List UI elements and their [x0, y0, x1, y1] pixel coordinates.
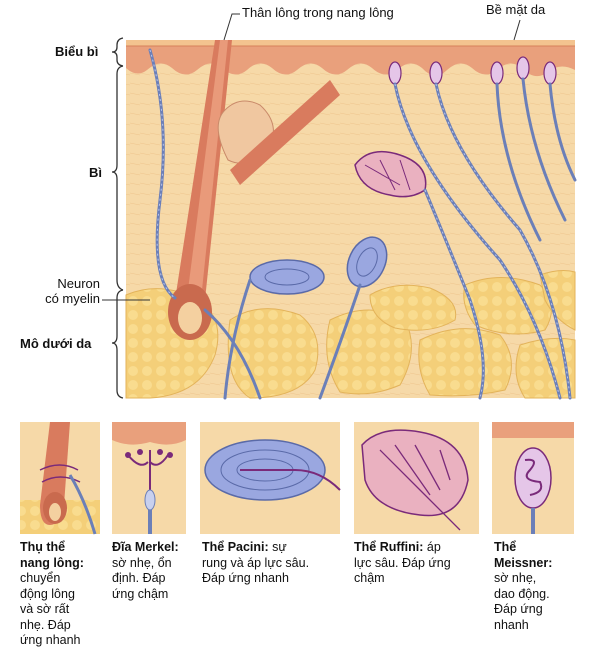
label-epidermis: Biểu bì [55, 44, 99, 59]
caption-desc-line: động lông [20, 586, 75, 601]
caption-desc-line: áp [426, 540, 441, 554]
caption-hair-follicle: Thụ thể nang lông: chuyển động lông và s… [20, 540, 108, 649]
pacinian-corpuscle-2 [346, 236, 388, 288]
skin-surface-leader [513, 19, 521, 41]
panel-pacinian-corpuscle [200, 422, 341, 534]
caption-ruffini: Thể Ruffini: áp lực sâu. Đáp ứng chậm [354, 540, 484, 587]
caption-name-line: Meissner: [494, 555, 553, 570]
caption-desc-line: ứng chậm [112, 586, 169, 601]
caption-desc-line: định. Đáp [112, 571, 166, 585]
caption-desc-line: Đáp ứng [494, 602, 543, 616]
caption-desc-line: sờ nhẹ, [494, 571, 537, 585]
caption-desc-line: ứng nhanh [20, 633, 81, 647]
caption-meissner: Thể Meissner: sờ nhẹ, dao động. Đáp ứng … [494, 540, 584, 633]
panel-hair-follicle-receptor [20, 422, 100, 535]
label-hypodermis: Mô dưới da [20, 336, 92, 351]
caption-desc-line: chậm [354, 571, 385, 585]
caption-desc-line: sờ nhẹ, ổn [112, 555, 172, 570]
caption-name-line: nang lông: [20, 555, 84, 570]
caption-desc-line: lực sâu. Đáp ứng [354, 555, 451, 570]
caption-name-line: Thụ thể [20, 540, 66, 554]
caption-merkel: Đĩa Merkel: sờ nhẹ, ổn định. Đáp ứng chậ… [112, 540, 192, 602]
caption-pacini: Thể Pacini: sự rung và áp lực sâu. Đáp ứ… [202, 540, 347, 587]
caption-name: Thể Pacini: [202, 540, 269, 554]
caption-desc-line: dao động. [494, 586, 550, 601]
label-skin-surface: Bề mặt da [486, 2, 546, 17]
caption-desc-line: chuyển [20, 571, 61, 585]
caption-desc-line: rung và áp lực sâu. [202, 555, 310, 570]
panel-meissner-corpuscle [492, 422, 574, 534]
caption-name-line: Thể [494, 540, 517, 554]
label-myelinated-neuron: Neuron có myelin [42, 276, 100, 306]
caption-desc-line: và sờ rất [20, 602, 70, 616]
caption-desc-line: sự [272, 540, 287, 554]
caption-name: Thể Ruffini: [354, 540, 424, 554]
label-neuron-line1: Neuron [57, 276, 100, 291]
label-hair-shaft: Thân lông trong nang lông [242, 5, 394, 20]
panel-merkel-disc [112, 422, 186, 534]
fat-lobules [125, 270, 576, 399]
hair-shaft-leader [223, 13, 240, 41]
label-dermis: Bì [89, 165, 102, 180]
layer-brackets [111, 37, 124, 399]
pacinian-corpuscle-1 [249, 259, 325, 295]
hair-follicle [168, 40, 340, 340]
caption-desc-line: Đáp ứng nhanh [202, 571, 289, 585]
epidermis-layer [126, 40, 575, 77]
caption-name: Đĩa Merkel: [112, 540, 179, 554]
label-neuron-line2: có myelin [45, 291, 100, 306]
caption-desc-line: nhẹ. Đáp [20, 617, 71, 632]
panel-ruffini-ending [354, 422, 479, 534]
caption-desc-line: nhanh [494, 617, 529, 632]
